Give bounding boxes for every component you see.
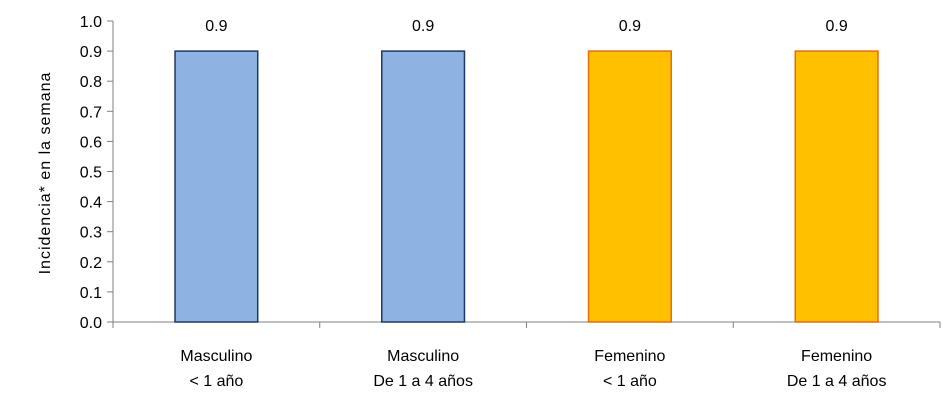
y-tick-label: 0.4: [80, 195, 102, 212]
bars: [174, 50, 879, 323]
category-label: Masculino: [387, 348, 459, 365]
y-axis-title: Incidencia* en la semana: [37, 72, 54, 275]
bar-2: [381, 50, 466, 323]
y-tick-label: 0.9: [80, 44, 102, 61]
bar-4: [794, 50, 879, 323]
category-labels: Masculino < 1 año Masculino De 1 a 4 años Fe…: [180, 348, 886, 390]
data-label: 0.9: [619, 18, 641, 35]
category-label: Femenino: [801, 348, 872, 365]
y-tick-label: 1.0: [80, 14, 102, 31]
data-label: 0.9: [826, 18, 848, 35]
category-label: Masculino: [180, 348, 252, 365]
y-tick-label: 0.0: [80, 315, 102, 332]
axes: 0.0 0.1 0.2 0.3 0.4 0.5 0.6 0.7 0.8 0.9 1.0: [80, 14, 941, 332]
y-tick-label: 0.3: [80, 225, 102, 242]
category-label: < 1 año: [603, 373, 657, 390]
bar-1: [174, 50, 259, 323]
y-tick-label: 0.7: [80, 104, 102, 121]
data-label: 0.9: [412, 18, 434, 35]
data-labels: 0.9 0.9 0.9 0.9: [205, 18, 848, 35]
data-label: 0.9: [205, 18, 227, 35]
y-tick-label: 0.5: [80, 165, 102, 182]
category-label: Femenino: [594, 348, 665, 365]
category-label: De 1 a 4 años: [787, 373, 887, 390]
category-label: < 1 año: [189, 373, 243, 390]
y-tick-label: 0.8: [80, 74, 102, 91]
y-tick-label: 0.1: [80, 285, 102, 302]
bar-3: [587, 50, 672, 323]
y-tick-label: 0.6: [80, 134, 102, 151]
y-tick-label: 0.2: [80, 255, 102, 272]
category-label: De 1 a 4 años: [373, 373, 473, 390]
